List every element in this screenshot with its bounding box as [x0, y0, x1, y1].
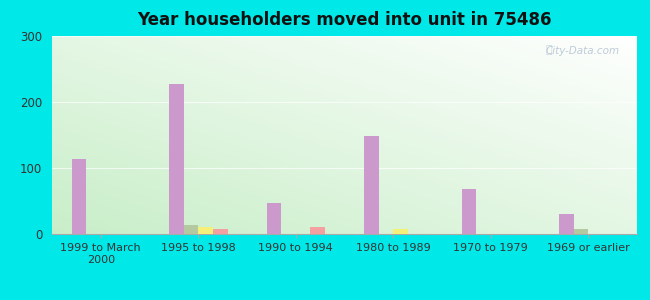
Bar: [573, 229, 588, 234]
Bar: [198, 227, 213, 234]
Bar: [213, 229, 228, 234]
Text: City-Data.com: City-Data.com: [545, 46, 619, 56]
Bar: [462, 189, 476, 234]
Title: Year householders moved into unit in 75486: Year householders moved into unit in 754…: [137, 11, 552, 29]
Bar: [266, 203, 281, 234]
Text: ⓘ: ⓘ: [545, 45, 552, 55]
Bar: [364, 136, 378, 234]
Bar: [169, 83, 183, 234]
Bar: [559, 214, 573, 234]
Bar: [183, 225, 198, 234]
Bar: [72, 159, 86, 234]
Bar: [393, 230, 408, 234]
Bar: [311, 227, 325, 234]
